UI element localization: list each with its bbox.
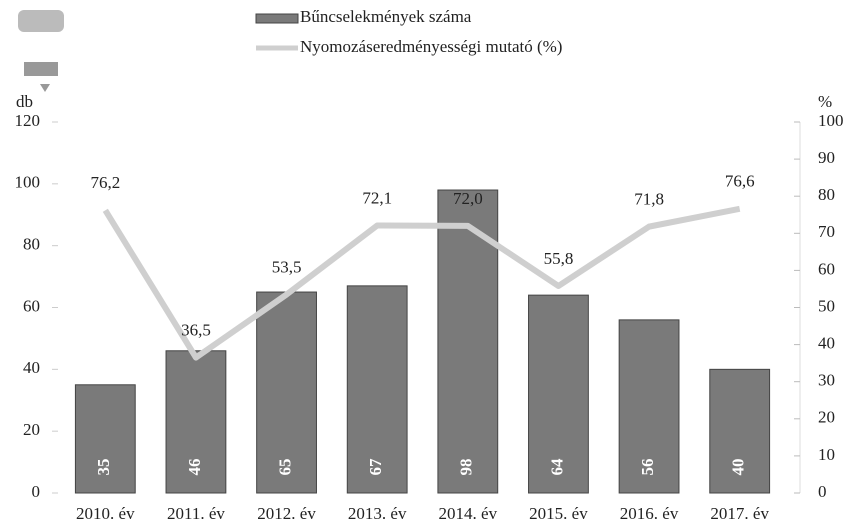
bar-value-label: 65 [275,459,294,476]
x-tick-label: 2017. év [710,504,769,523]
bar-value-label: 35 [94,459,113,476]
y2-tick-label: 30 [818,371,835,390]
x-tick-label: 2016. év [620,504,679,523]
legend-swatch [255,13,299,24]
x-tick-label: 2014. év [439,504,498,523]
y2-axis-label: % [818,92,832,111]
y2-tick-label: 90 [818,148,835,167]
y2-tick-label: 70 [818,222,835,241]
line-value-label: 76,2 [90,173,120,192]
bar [74,384,136,494]
bar [618,319,680,494]
bar-value-label: 46 [185,459,204,476]
y2-tick-label: 0 [818,482,827,501]
y-tick-label: 20 [23,420,40,439]
line-value-label: 71,8 [634,190,664,209]
bar [437,189,499,494]
bar [709,368,771,494]
y2-tick-label: 10 [818,445,835,464]
line [102,205,741,361]
bar-value-label: 40 [729,459,748,476]
y-tick-label: 60 [23,296,40,315]
line-value-label: 76,6 [725,172,755,191]
y2-tick-label: 100 [818,111,844,130]
line-value-label: 53,5 [272,257,302,276]
y2-tick-label: 40 [818,334,835,353]
y-axis-label: db [16,92,33,111]
bar-value-label: 67 [366,458,385,476]
y2-tick-label: 60 [818,259,835,278]
bar-value-label: 56 [638,459,657,476]
y-tick-label: 40 [23,358,40,377]
x-tick-label: 2015. év [529,504,588,523]
y2-tick-label: 50 [818,296,835,315]
bar-value-label: 98 [457,459,476,476]
y2-tick-label: 80 [818,185,835,204]
logo [18,10,64,92]
legend-label: Bűncselekmények száma [300,7,472,26]
line-value-label: 36,5 [181,320,211,339]
y-tick-label: 120 [15,111,41,130]
bar [256,291,317,494]
x-tick-label: 2012. év [257,504,316,523]
bar [165,350,227,494]
bar-value-label: 64 [547,458,566,476]
x-tick-label: 2010. év [76,504,135,523]
line-value-label: 55,8 [544,249,574,268]
x-tick-label: 2011. év [167,504,225,523]
y-tick-label: 80 [23,235,40,254]
y2-tick-label: 20 [818,408,835,427]
x-tick-label: 2013. év [348,504,407,523]
y-tick-label: 0 [32,482,41,501]
y-tick-label: 100 [15,173,41,192]
legend-label: Nyomozáseredményességi mutató (%) [300,37,562,56]
bar [528,294,589,494]
bar [346,285,408,494]
line-value-label: 72,0 [453,189,483,208]
line-value-label: 72,1 [362,188,392,207]
